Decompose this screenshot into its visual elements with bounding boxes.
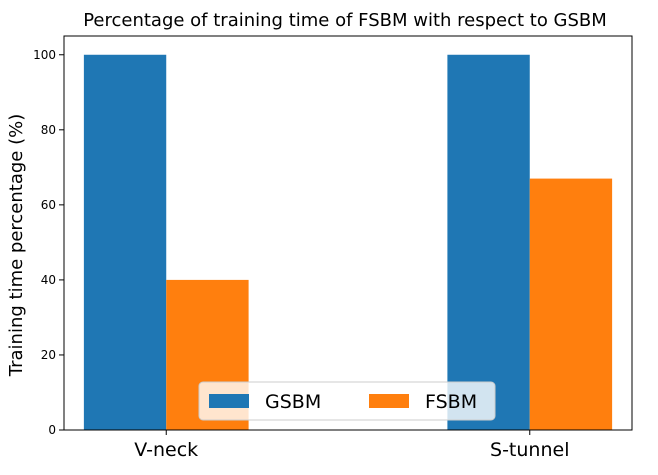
legend-swatch-gsbm (209, 394, 249, 408)
legend-label-gsbm: GSBM (265, 391, 321, 413)
y-axis-label: Training time percentage (%) (6, 114, 27, 377)
y-tick-label: 40 (41, 273, 56, 287)
y-tick-label: 80 (41, 123, 56, 137)
chart-title: Percentage of training time of FSBM with… (83, 10, 607, 31)
x-tick-label: S-tunnel (490, 439, 569, 461)
bar-gsbm-v-neck (83, 54, 167, 430)
axes-frame (63, 35, 633, 431)
plot-area: 0 20 40 60 80 100 V-neck S-tunnel (33, 35, 633, 461)
legend-box (198, 381, 496, 421)
y-tick-label: 20 (41, 348, 56, 362)
bar-fsbm-s-tunnel (529, 178, 613, 430)
y-tick-label: 100 (33, 48, 56, 62)
x-tick-label: V-neck (134, 439, 198, 461)
bar-gsbm-s-tunnel (447, 54, 530, 430)
y-tick-label: 60 (41, 198, 56, 212)
y-tick-label: 0 (48, 423, 56, 437)
legend-swatch-fsbm (369, 394, 409, 408)
legend: GSBM FSBM (198, 381, 496, 421)
legend-label-fsbm: FSBM (425, 391, 477, 413)
